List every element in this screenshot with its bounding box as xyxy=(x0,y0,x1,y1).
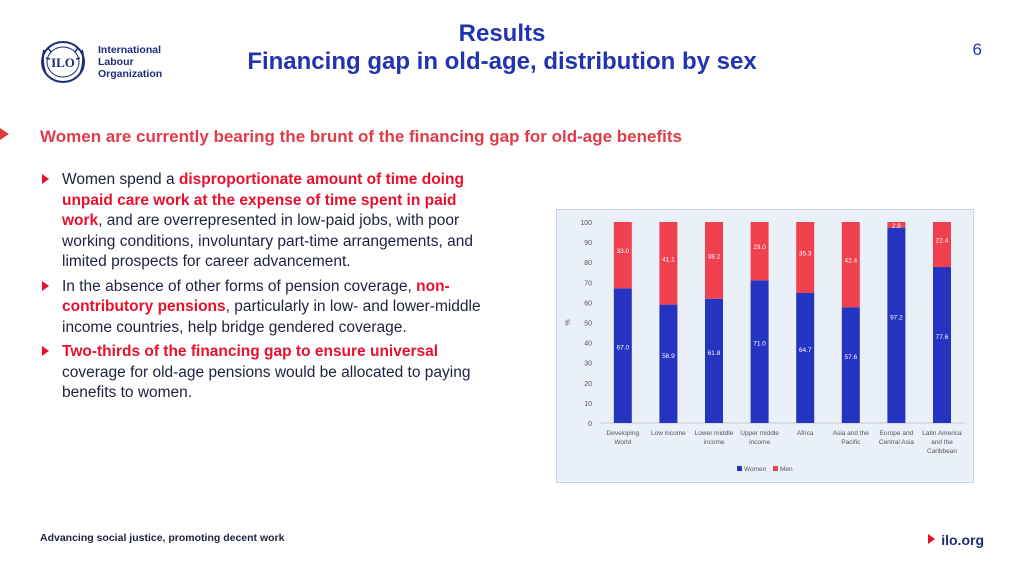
footer-site-link[interactable]: ilo.org xyxy=(928,532,984,548)
data-label-women: 57.6 xyxy=(844,354,857,361)
ilo-emblem-icon: ILO xyxy=(41,41,85,83)
bar-women xyxy=(659,304,678,423)
bar-women xyxy=(796,292,815,423)
y-tick-label: 0 xyxy=(588,421,592,428)
data-label-women: 58.9 xyxy=(662,353,675,360)
bullet-text: Women spend a xyxy=(62,171,179,188)
y-tick-label: 80 xyxy=(584,260,592,267)
org-name: International Labour Organization xyxy=(98,44,163,80)
bar-men xyxy=(841,222,860,308)
x-tick-label: income xyxy=(749,439,770,446)
legend-swatch xyxy=(773,466,778,471)
x-tick-label: Latin America xyxy=(922,430,962,437)
slide-title: Results Financing gap in old-age, distri… xyxy=(200,20,804,76)
y-tick-label: 20 xyxy=(584,381,592,388)
bar-women xyxy=(705,298,723,423)
x-tick-label: Europe and xyxy=(880,430,914,437)
x-tick-label: Central Asia xyxy=(879,439,914,446)
bullet-item: Women spend a disproportionate amount of… xyxy=(40,170,500,273)
footer-tagline: Advancing social justice, promoting dece… xyxy=(40,532,285,544)
data-label-men: 38.2 xyxy=(708,253,721,260)
slide-marker-icon xyxy=(0,128,9,140)
slide-subtitle: Women are currently bearing the brunt of… xyxy=(40,127,682,146)
bullet-text: , particularly in low- and lower-middle … xyxy=(62,298,481,336)
ilo-logo[interactable]: ILO International Labour Organization xyxy=(40,40,200,84)
bullet-emphasis: Two-thirds of the financing gap to ensur… xyxy=(62,343,439,360)
bar-women xyxy=(933,267,951,423)
x-tick-label: Pacific xyxy=(841,439,861,446)
data-label-women: 77.6 xyxy=(936,334,949,341)
bullet-text: , and are overrepresented in low-paid jo… xyxy=(62,212,473,270)
x-tick-label: Africa xyxy=(797,430,814,437)
x-tick-label: World xyxy=(614,439,631,446)
x-tick-label: Lower middle xyxy=(695,430,734,437)
stacked-bar-chart: 0 10 20 30 40 50 60 70 80 90 100% 67.0 33.0 Developin… xyxy=(556,209,974,483)
page-number: 6 xyxy=(972,40,982,59)
legend-label: Women xyxy=(744,466,767,473)
y-tick-label: 40 xyxy=(584,341,592,348)
data-label-women: 97.2 xyxy=(890,314,903,321)
bar-women xyxy=(750,280,769,423)
bullet-text: In the absence of other forms of pension… xyxy=(62,277,417,295)
y-tick-label: 10 xyxy=(584,401,592,408)
x-tick-label: and the xyxy=(931,439,953,446)
svg-text:ILO: ILO xyxy=(51,55,75,70)
bar-men xyxy=(750,222,769,281)
y-tick-label: 70 xyxy=(584,280,592,287)
chart-canvas: 0 10 20 30 40 50 60 70 80 90 100% 67.0 33.0 Developin… xyxy=(565,220,965,473)
data-label-men: 29.0 xyxy=(753,244,766,251)
bullet-text: coverage for old-age pensions would be a… xyxy=(62,363,471,402)
x-tick-label: Caribbean xyxy=(927,448,957,455)
bar-women xyxy=(887,227,906,423)
bullet-arrow-icon xyxy=(42,346,49,356)
bullet-item: In the absence of other forms of pension… xyxy=(40,277,500,339)
bar-men xyxy=(613,222,632,289)
data-label-women: 67.0 xyxy=(616,345,629,352)
data-label-men: 22.4 xyxy=(936,238,949,245)
data-label-women: 61.8 xyxy=(708,350,721,357)
data-label-men: 2.8 xyxy=(892,223,901,230)
bullet-item: Two-thirds of the financing gap to ensur… xyxy=(40,342,500,404)
x-tick-label: Asia and the xyxy=(833,430,870,437)
bar-men xyxy=(933,222,951,268)
y-tick-label: 90 xyxy=(584,240,592,247)
legend-swatch xyxy=(737,466,742,471)
data-label-women: 71.0 xyxy=(753,341,766,348)
bullet-emphasis: non-contributory pensions xyxy=(62,277,450,316)
y-tick-label: 50 xyxy=(584,321,592,328)
bar-men xyxy=(796,222,815,293)
y-tick-label: 100 xyxy=(580,220,592,227)
x-tick-label: Upper middle xyxy=(740,430,779,437)
data-label-men: 41.1 xyxy=(662,256,675,263)
x-tick-label: Developing xyxy=(607,430,640,437)
arrow-icon xyxy=(928,534,936,544)
data-label-women: 64.7 xyxy=(799,347,812,354)
bullet-arrow-icon xyxy=(42,280,49,291)
title-line-1: Results xyxy=(458,20,546,47)
bar-women xyxy=(841,307,860,423)
bar-men xyxy=(887,222,906,228)
bar-women xyxy=(613,288,632,423)
data-label-men: 42.4 xyxy=(844,258,857,265)
x-tick-label: income xyxy=(704,439,725,446)
bullet-emphasis: disproportionate amount of time doing un… xyxy=(62,171,464,229)
data-label-men: 35.3 xyxy=(799,250,812,257)
bar-men xyxy=(705,222,723,299)
title-line-2: Financing gap in old-age, distribution b… xyxy=(247,48,757,75)
x-tick-label: Low income xyxy=(651,430,686,437)
bar-men xyxy=(659,222,678,305)
bullet-arrow-icon xyxy=(42,174,49,184)
y-tick-label: 30 xyxy=(584,361,592,368)
data-label-men: 33.0 xyxy=(616,248,629,255)
bullet-list: Women spend a disproportionate amount of… xyxy=(40,170,500,408)
y-axis-label: % xyxy=(565,319,572,325)
legend-label: Men xyxy=(780,466,793,473)
y-tick-label: 60 xyxy=(584,300,592,307)
